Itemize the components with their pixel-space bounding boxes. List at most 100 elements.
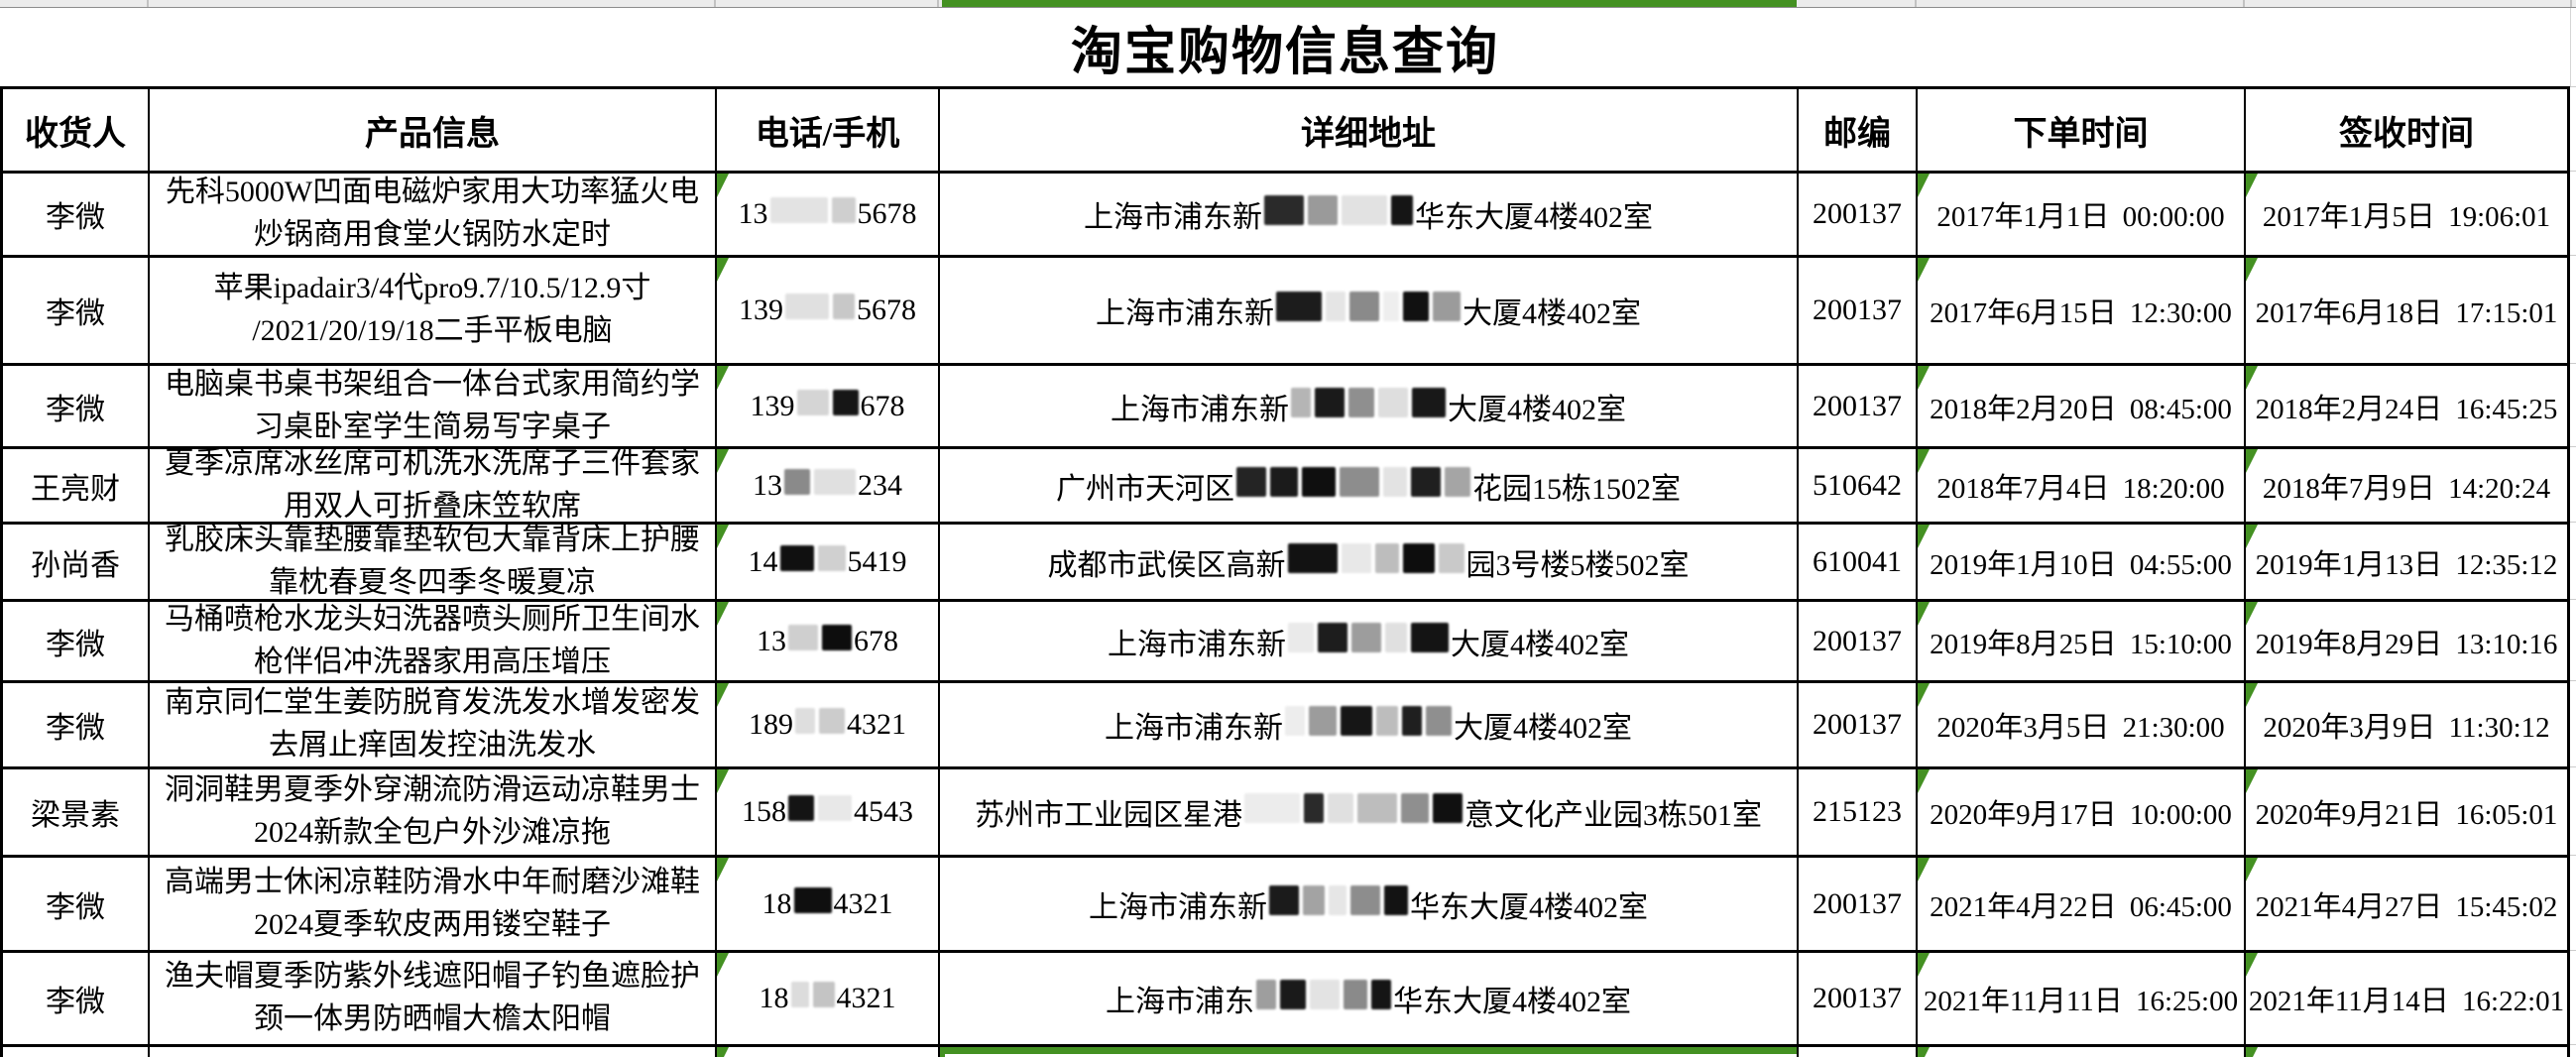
- cell-recipient[interactable]: 李微: [3, 602, 150, 680]
- cell-order-time[interactable]: 2018年2月20日 08:45:00: [1918, 366, 2246, 446]
- cell-zip[interactable]: 200137: [1799, 366, 1918, 446]
- cell-recipient[interactable]: 李微: [3, 683, 150, 766]
- zip-text: 200137: [1813, 197, 1902, 230]
- cell-phone[interactable]: 18 4321: [717, 858, 940, 950]
- cell-sign-time[interactable]: 2018年7月9日 14:20:24: [2246, 449, 2567, 522]
- cell-recipient[interactable]: 李微: [3, 858, 150, 950]
- cell-zip[interactable]: 200137: [1799, 858, 1918, 950]
- cell-recipient[interactable]: 梁景素: [3, 769, 150, 855]
- gridline: [2570, 1044, 2576, 1045]
- cell-order-time[interactable]: 2019年8月25日 15:10:00: [1918, 602, 2246, 680]
- cell-address[interactable]: 广州市天河区 花园15栋1502室: [940, 449, 1799, 522]
- partial-row: [3, 1047, 2567, 1057]
- cell-address[interactable]: 成都市武侯区高新 园3号楼5楼502室: [940, 525, 1799, 599]
- cell-address[interactable]: 上海市浦东 华东大厦4楼402室: [940, 953, 1799, 1044]
- cell-zip[interactable]: 200137: [1799, 258, 1918, 363]
- cell-recipient[interactable]: 王亮财: [3, 449, 150, 522]
- header-recipient[interactable]: 收货人: [3, 89, 150, 171]
- cell-sign-time[interactable]: 2021年11月14日 16:22:01: [2246, 953, 2567, 1044]
- cell-address[interactable]: 上海市浦东新 大厦4楼402室: [940, 366, 1799, 446]
- cell-phone[interactable]: 13 5678: [717, 174, 940, 255]
- cell-recipient[interactable]: 李微: [3, 258, 150, 363]
- cell-order-time[interactable]: 2017年1月1日 00:00:00: [1918, 174, 2246, 255]
- cell-recipient[interactable]: 李微: [3, 953, 150, 1044]
- cell-order-time[interactable]: 2020年9月17日 10:00:00: [1918, 769, 2246, 855]
- cell-product[interactable]: 高端男士休闲凉鞋防滑水中年耐磨沙滩鞋2024夏季软皮两用镂空鞋子: [150, 858, 717, 950]
- table-row: 李微 渔夫帽夏季防紫外线遮阳帽子钓鱼遮脸护颈一体男防晒帽大檐太阳帽 18 432…: [3, 953, 2567, 1047]
- cell-order-time[interactable]: 2018年7月4日 18:20:00: [1918, 449, 2246, 522]
- cell-sign-time[interactable]: 2020年9月21日 16:05:01: [2246, 769, 2567, 855]
- cell-zip[interactable]: 200137: [1799, 953, 1918, 1044]
- cell-product[interactable]: 夏季凉席冰丝席可机洗水洗席子三件套家用双人可折叠床笠软席: [150, 449, 717, 522]
- cell-phone[interactable]: 139 678: [717, 366, 940, 446]
- cell-product[interactable]: 先科5000W凹面电磁炉家用大功率猛火电炒锅商用食堂火锅防水定时: [150, 174, 717, 255]
- cell-sign-time[interactable]: 2021年4月27日 15:45:02: [2246, 858, 2567, 950]
- cell-product[interactable]: 电脑桌书桌书架组合一体台式家用简约学习桌卧室学生简易写字桌子: [150, 366, 717, 446]
- cell-recipient[interactable]: [3, 1047, 150, 1057]
- phone-redaction-blocks: [795, 389, 861, 423]
- cell-zip[interactable]: 200137: [1799, 602, 1918, 680]
- cell-product[interactable]: 乳胶床头靠垫腰靠垫软包大靠背床上护腰靠枕春夏冬四季冬暖夏凉: [150, 525, 717, 599]
- redaction-block: [795, 708, 815, 734]
- header-sign-time[interactable]: 签收时间: [2246, 89, 2567, 171]
- cell-phone[interactable]: 158 4543: [717, 769, 940, 855]
- cell-sign-time[interactable]: 2019年1月13日 12:35:12: [2246, 525, 2567, 599]
- header-order-time[interactable]: 下单时间: [1918, 89, 2246, 171]
- cell-order-time[interactable]: 2020年3月5日 21:30:00: [1918, 683, 2246, 766]
- cell-phone[interactable]: [717, 1047, 940, 1057]
- cell-product[interactable]: 苹果ipadair3/4代pro9.7/10.5/12.9寸 /2021/20/…: [150, 258, 717, 363]
- cell-order-time[interactable]: 2021年4月22日 06:45:00: [1918, 858, 2246, 950]
- cell-order-time[interactable]: [1918, 1047, 2246, 1057]
- cell-sign-time[interactable]: 2018年2月24日 16:45:25: [2246, 366, 2567, 446]
- cell-order-time[interactable]: 2021年11月11日 16:25:00: [1918, 953, 2246, 1044]
- phone-suffix: 678: [860, 389, 905, 422]
- cell-sign-time[interactable]: 2019年8月29日 13:10:16: [2246, 602, 2567, 680]
- cell-sign-time[interactable]: 2020年3月9日 11:30:12: [2246, 683, 2567, 766]
- cell-recipient[interactable]: 李微: [3, 174, 150, 255]
- cell-phone[interactable]: 18 4321: [717, 953, 940, 1044]
- cell-product[interactable]: 洞洞鞋男夏季外穿潮流防滑运动凉鞋男士2024新款全包户外沙滩凉拖: [150, 769, 717, 855]
- table-row: 王亮财 夏季凉席冰丝席可机洗水洗席子三件套家用双人可折叠床笠软席 13 234 …: [3, 449, 2567, 525]
- cell-sign-time[interactable]: [2246, 1047, 2567, 1057]
- cell-address[interactable]: 上海市浦东新 大厦4楼402室: [940, 602, 1799, 680]
- header-product[interactable]: 产品信息: [150, 89, 717, 171]
- cell-zip[interactable]: 510642: [1799, 449, 1918, 522]
- header-address[interactable]: 详细地址: [940, 89, 1799, 171]
- cell-zip[interactable]: 215123: [1799, 769, 1918, 855]
- cell-sign-time[interactable]: 2017年1月5日 19:06:01: [2246, 174, 2567, 255]
- cell-zip[interactable]: 610041: [1799, 525, 1918, 599]
- cell-zip[interactable]: [1799, 1047, 1918, 1057]
- gridline: [2570, 171, 2576, 172]
- cell-recipient[interactable]: 李微: [3, 366, 150, 446]
- cell-zip[interactable]: 200137: [1799, 683, 1918, 766]
- cell-address[interactable]: 上海市浦东新 大厦4楼402室: [940, 258, 1799, 363]
- header-label: 签收时间: [2339, 115, 2474, 153]
- address-suffix: 花园15栋1502室: [1472, 472, 1681, 506]
- header-phone[interactable]: 电话/手机: [717, 89, 940, 171]
- cell-address[interactable]: 上海市浦东新 华东大厦4楼402室: [940, 858, 1799, 950]
- cell-address[interactable]: 上海市浦东新 大厦4楼402室: [940, 683, 1799, 766]
- address-suffix: 园3号楼5楼502室: [1465, 548, 1690, 582]
- cell-order-time[interactable]: 2019年1月10日 04:55:00: [1918, 525, 2246, 599]
- recipient-text: 李微: [46, 986, 105, 1018]
- cell-zip[interactable]: 200137: [1799, 174, 1918, 255]
- header-zip[interactable]: 邮编: [1799, 89, 1918, 171]
- cell-recipient[interactable]: 孙尚香: [3, 525, 150, 599]
- cell-product[interactable]: 南京同仁堂生姜防脱育发洗发水增发密发去屑止痒固发控油洗发水: [150, 683, 717, 766]
- cell-address[interactable]: 苏州市工业园区星港 意文化产业园3栋501室: [940, 769, 1799, 855]
- cell-phone[interactable]: 189 4321: [717, 683, 940, 766]
- cell-sign-time[interactable]: 2017年6月18日 17:15:01: [2246, 258, 2567, 363]
- address-column-highlight-bottom: [940, 1047, 1797, 1054]
- comment-marker-icon: [1918, 366, 1930, 390]
- cell-product[interactable]: 渔夫帽夏季防紫外线遮阳帽子钓鱼遮脸护颈一体男防晒帽大檐太阳帽: [150, 953, 717, 1044]
- product-text: 苹果ipadair3/4代pro9.7/10.5/12.9寸 /2021/20/…: [213, 272, 651, 347]
- cell-product[interactable]: 马桶喷枪水龙头妇洗器喷头厕所卫生间水枪伴侣冲洗器家用高压增压: [150, 602, 717, 680]
- cell-phone[interactable]: 13 678: [717, 602, 940, 680]
- cell-phone[interactable]: 13 234: [717, 449, 940, 522]
- cell-phone[interactable]: 14 5419: [717, 525, 940, 599]
- cell-product[interactable]: [150, 1047, 717, 1057]
- cell-order-time[interactable]: 2017年6月15日 12:30:00: [1918, 258, 2246, 363]
- cell-address[interactable]: 上海市浦东新 华东大厦4楼402室: [940, 174, 1799, 255]
- cell-phone[interactable]: 139 5678: [717, 258, 940, 363]
- cell-address[interactable]: [940, 1047, 1799, 1057]
